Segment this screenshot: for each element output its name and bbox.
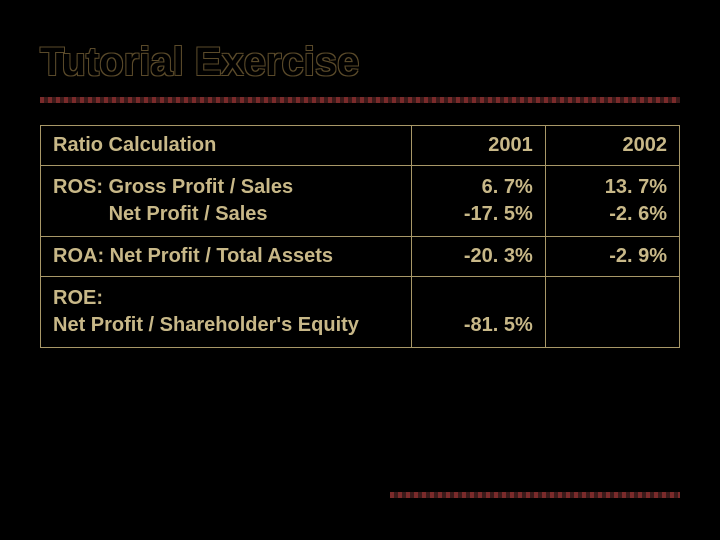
row-2001-line2: -17. 5%: [464, 203, 533, 225]
row-2002-line1: -2. 9%: [609, 245, 667, 267]
table-row: ROA: Net Profit / Total Assets -20. 3% -…: [41, 237, 680, 277]
slide-title: Tutorial Exercise: [40, 40, 680, 85]
row-2002-line2: -2. 6%: [609, 203, 667, 225]
table-row: ROE: Net Profit / Shareholder's Equity -…: [41, 277, 680, 348]
row-label-line2: Net Profit / Sales: [53, 203, 268, 225]
row-label-line1: ROE:: [53, 287, 103, 309]
row-2001: 6. 7% -17. 5%: [411, 166, 545, 237]
table-row: ROS: Gross Profit / Sales Net Profit / S…: [41, 166, 680, 237]
row-2001-line1: -20. 3%: [464, 245, 533, 267]
row-label: ROS: Gross Profit / Sales Net Profit / S…: [41, 166, 412, 237]
row-2001: -20. 3%: [411, 237, 545, 277]
footer-divider: [390, 492, 680, 498]
table-header-row: Ratio Calculation 2001 2002: [41, 126, 680, 166]
row-label: ROA: Net Profit / Total Assets: [41, 237, 412, 277]
ratio-table: Ratio Calculation 2001 2002 ROS: Gross P…: [40, 125, 680, 348]
col-header-2002: 2002: [545, 126, 679, 166]
row-2002: -2. 9%: [545, 237, 679, 277]
row-2001: -81. 5%: [411, 277, 545, 348]
row-label-line2: Net Profit / Shareholder's Equity: [53, 314, 359, 336]
row-label-line1: ROS: Gross Profit / Sales: [53, 176, 293, 198]
title-divider: [40, 97, 680, 103]
row-2002: [545, 277, 679, 348]
row-label-line1: ROA: Net Profit / Total Assets: [53, 245, 333, 267]
row-label: ROE: Net Profit / Shareholder's Equity: [41, 277, 412, 348]
col-header-2001: 2001: [411, 126, 545, 166]
row-2002: 13. 7% -2. 6%: [545, 166, 679, 237]
col-header-label: Ratio Calculation: [41, 126, 412, 166]
row-2002-line1: 13. 7%: [605, 176, 667, 198]
row-2001-line1: 6. 7%: [482, 176, 533, 198]
row-2001-line2: -81. 5%: [464, 314, 533, 336]
